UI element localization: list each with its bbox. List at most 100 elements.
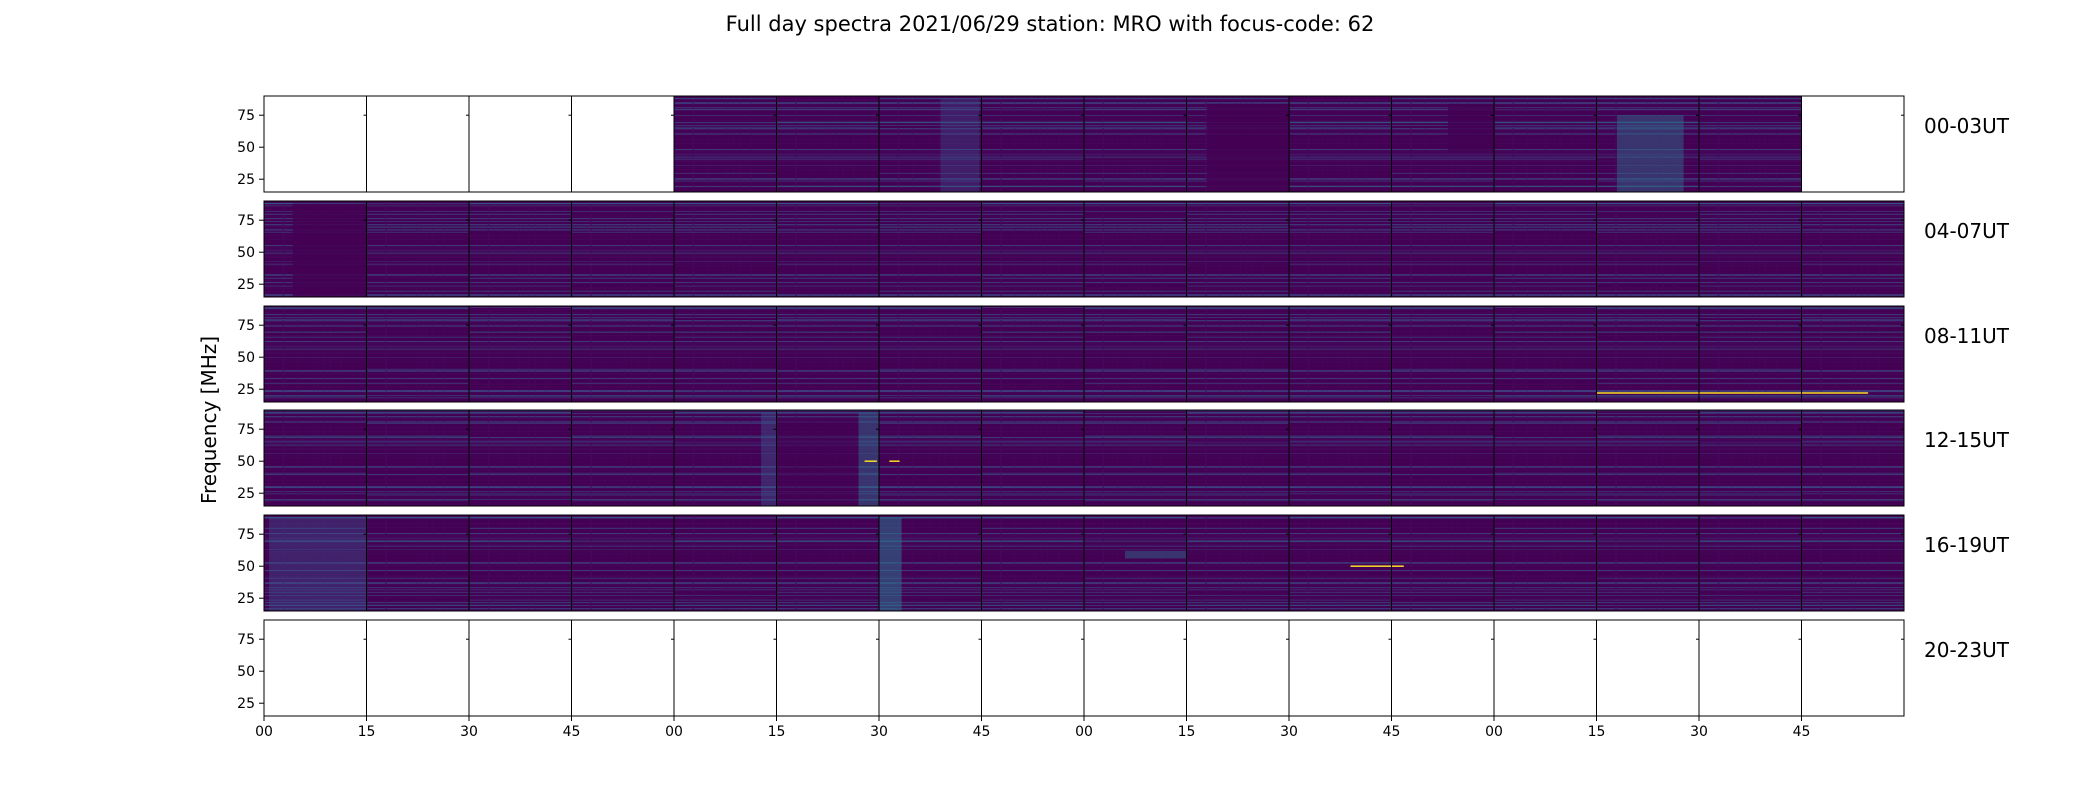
rfi-line <box>264 472 367 474</box>
spectrum-image <box>571 201 674 297</box>
spectral-feature <box>1125 550 1187 559</box>
rfi-line <box>879 411 982 414</box>
rfi-line <box>1494 172 1597 174</box>
rfi-line <box>981 331 1084 333</box>
rfi-line <box>366 494 469 496</box>
rfi-line <box>1391 604 1494 606</box>
spectrum-image <box>1699 410 1802 506</box>
x-tick-label: 30 <box>870 724 888 740</box>
rfi-line <box>469 213 572 215</box>
spectrum-image <box>1596 96 1699 192</box>
rfi-line <box>1596 494 1699 496</box>
rfi-line <box>1186 226 1289 228</box>
rfi-line <box>1391 231 1494 233</box>
rfi-line <box>1699 307 1802 310</box>
rfi-line <box>776 285 879 287</box>
rfi-line <box>1596 180 1699 182</box>
rfi-line <box>571 494 674 496</box>
rfi-line <box>776 577 879 579</box>
spectrum-panel <box>1391 409 1495 507</box>
y-tick-label: 25 <box>237 486 255 502</box>
rfi-line <box>1186 202 1289 205</box>
rfi-line <box>264 395 367 397</box>
rfi-line <box>1699 213 1802 215</box>
spectrum-panel <box>981 95 1085 193</box>
spectrum-panel <box>1698 200 1802 298</box>
spectrum-image <box>1596 410 1699 506</box>
rfi-line <box>1494 97 1597 100</box>
row-time-label: 04-07UT <box>1924 219 2010 243</box>
rfi-line <box>366 577 469 579</box>
row-time-label: 12-15UT <box>1924 428 2010 452</box>
rfi-line <box>1186 472 1289 474</box>
chart-title: Full day spectra 2021/06/29 station: MRO… <box>726 12 1375 36</box>
rfi-line <box>1391 435 1494 437</box>
rfi-line <box>776 540 879 542</box>
empty-panel <box>1083 619 1187 717</box>
rfi-line <box>1391 285 1494 287</box>
rfi-line <box>1494 202 1597 205</box>
rfi-line <box>1801 390 1904 392</box>
rfi-line <box>366 540 469 542</box>
rfi-line <box>1186 494 1289 496</box>
spectrum-image <box>1391 306 1494 402</box>
rfi-line <box>264 411 367 414</box>
spectrum-panel <box>468 514 572 612</box>
spectrum-image <box>1186 306 1289 402</box>
rfi-line <box>571 591 674 593</box>
rfi-line <box>1391 121 1494 123</box>
rfi-line <box>1084 307 1187 310</box>
rfi-line <box>1494 599 1597 601</box>
spectrum-panel <box>1391 305 1495 403</box>
rfi-line <box>469 440 572 442</box>
spectrum-image <box>1699 96 1802 192</box>
rfi-line <box>1494 472 1597 474</box>
rfi-line <box>674 277 777 279</box>
rfi-line <box>264 486 367 488</box>
rfi-line <box>879 307 982 310</box>
rfi-line <box>1391 263 1494 265</box>
y-tick-label: 25 <box>237 172 255 188</box>
rfi-line <box>1596 368 1699 370</box>
spectrum-panel <box>263 409 367 507</box>
empty-panel <box>1596 619 1700 717</box>
rfi-line <box>1494 318 1597 320</box>
rfi-line <box>1084 368 1187 370</box>
rfi-line <box>1391 108 1494 110</box>
rfi-line <box>264 604 367 606</box>
rfi-line <box>879 318 982 320</box>
rfi-line <box>879 486 982 488</box>
spectrum-panel <box>673 514 777 612</box>
spectrum-image <box>1801 201 1904 297</box>
rfi-line <box>571 527 674 529</box>
panel-frame <box>1801 409 1905 507</box>
rfi-line <box>1801 516 1904 519</box>
rfi-line <box>1596 126 1699 128</box>
y-tick-label: 25 <box>237 696 255 712</box>
rfi-line <box>1186 604 1289 606</box>
rfi-line <box>1494 527 1597 529</box>
spectrum-panel <box>468 200 572 298</box>
rfi-line <box>1596 318 1699 320</box>
spectral-feature <box>1617 115 1684 192</box>
rfi-line <box>674 307 777 310</box>
rfi-line <box>1391 382 1494 384</box>
x-tick-label: 45 <box>973 724 991 740</box>
spectrum-panel <box>878 409 982 507</box>
rfi-line <box>1699 435 1802 437</box>
spectrum-image <box>776 515 879 611</box>
spectrum-image <box>1801 306 1904 402</box>
rfi-line <box>1289 231 1392 233</box>
rfi-line <box>1494 336 1597 338</box>
rfi-line <box>264 599 367 601</box>
rfi-line <box>1801 263 1904 265</box>
y-tick-label: 75 <box>237 527 255 543</box>
spectrum-panel <box>878 200 982 298</box>
rfi-line <box>776 121 879 123</box>
rfi-line <box>1186 499 1289 501</box>
spectrum-panel <box>673 200 777 298</box>
rfi-line <box>469 545 572 547</box>
rfi-line <box>1289 577 1392 579</box>
rfi-line <box>1494 331 1597 333</box>
